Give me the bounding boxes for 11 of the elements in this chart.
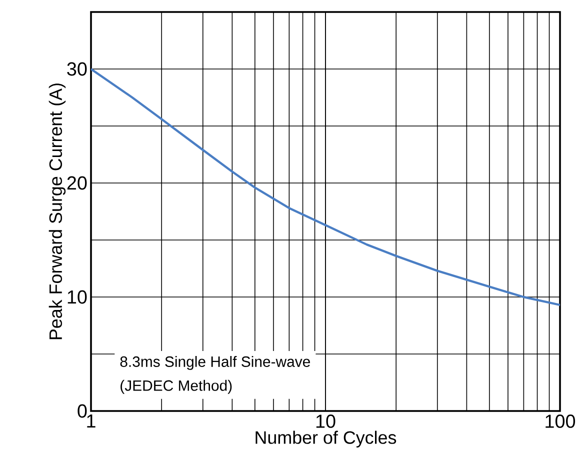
x-tick-label: 1 (87, 414, 96, 428)
x-axis-title: Number of Cycles (256, 430, 396, 448)
y-tick-label: 30 (67, 62, 87, 76)
x-tick-label: 100 (546, 414, 576, 428)
annotation: (JEDEC Method) (120, 380, 232, 394)
y-tick-label: 10 (68, 290, 87, 304)
y-axis-title: Peak Forward Surge Current (A) (48, 84, 66, 340)
y-tick-label: 0 (78, 404, 87, 418)
y-tick-label: 20 (67, 176, 87, 190)
annotation: 8.3ms Single Half Sine-wave (120, 356, 310, 370)
x-tick-label: 10 (316, 414, 336, 428)
